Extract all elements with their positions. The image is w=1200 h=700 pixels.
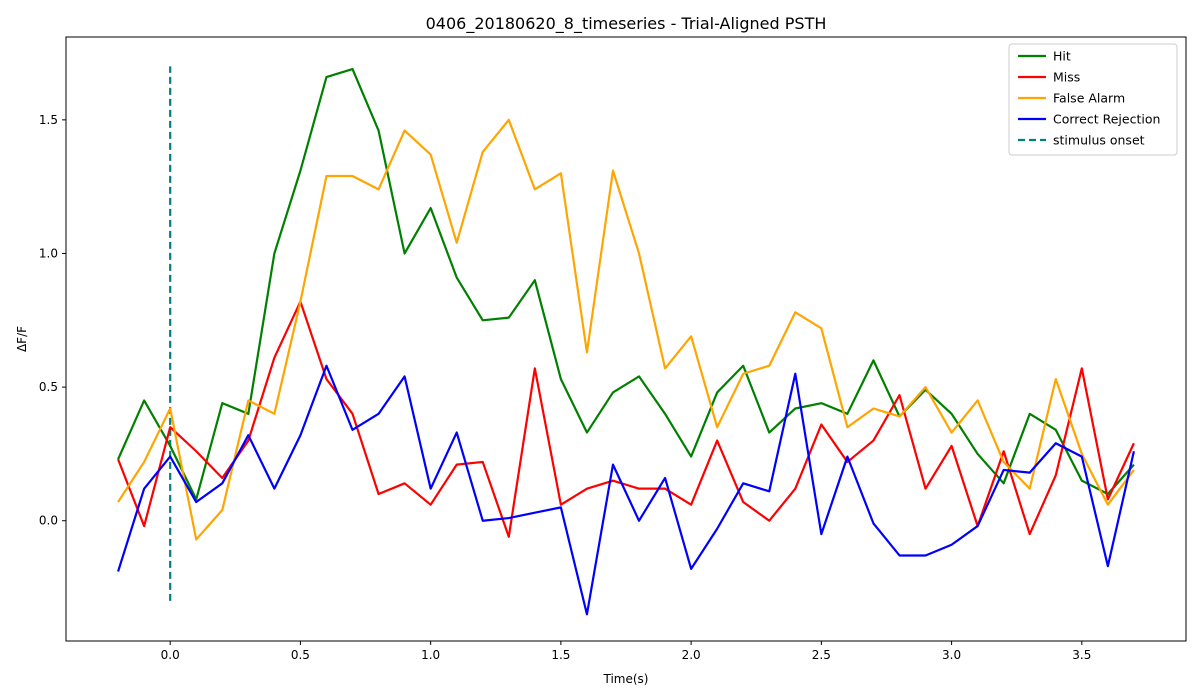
- legend-label-false-alarm: False Alarm: [1053, 91, 1125, 106]
- series-layer: [117, 66, 1135, 616]
- x-tick-label: 3.0: [942, 648, 961, 662]
- x-tick-label: 2.0: [682, 648, 701, 662]
- y-tick-label: 0.5: [39, 380, 58, 394]
- chart-title: 0406_20180620_8_timeseries - Trial-Align…: [426, 14, 827, 34]
- legend-label-hit: Hit: [1053, 49, 1071, 64]
- series-line-miss: [117, 300, 1135, 538]
- y-tick-label: 0.0: [39, 514, 58, 528]
- x-tick-label: 1.5: [551, 648, 570, 662]
- x-tick-label: 0.0: [161, 648, 180, 662]
- legend-label-miss: Miss: [1053, 70, 1080, 85]
- plot-frame: [65, 36, 1187, 642]
- series-line-hit: [117, 67, 1135, 501]
- legend-label-stimulus-onset: stimulus onset: [1053, 133, 1145, 148]
- y-axis-label: ΔF/F: [15, 326, 29, 352]
- x-tick-label: 3.5: [1072, 648, 1091, 662]
- y-tick-label: 1.0: [39, 246, 58, 260]
- series-line-false-alarm: [117, 118, 1135, 541]
- series-line-correct-rejection: [117, 364, 1135, 616]
- x-axis-label: Time(s): [603, 672, 649, 686]
- legend-box: [1008, 43, 1178, 156]
- x-tick-label: 1.0: [421, 648, 440, 662]
- x-tick-label: 0.5: [291, 648, 310, 662]
- legend-label-correct-rejection: Correct Rejection: [1053, 112, 1160, 127]
- x-axis: 0.0 0.5 1.0 1.5 2.0 2.5 3.0 3.5: [161, 641, 1091, 662]
- y-tick-label: 1.5: [39, 113, 58, 127]
- legend: Hit Miss False Alarm Correct Rejection stimu…: [1008, 43, 1178, 156]
- y-axis: 0.0 0.5 1.0 1.5: [39, 113, 66, 528]
- x-tick-label: 2.5: [812, 648, 831, 662]
